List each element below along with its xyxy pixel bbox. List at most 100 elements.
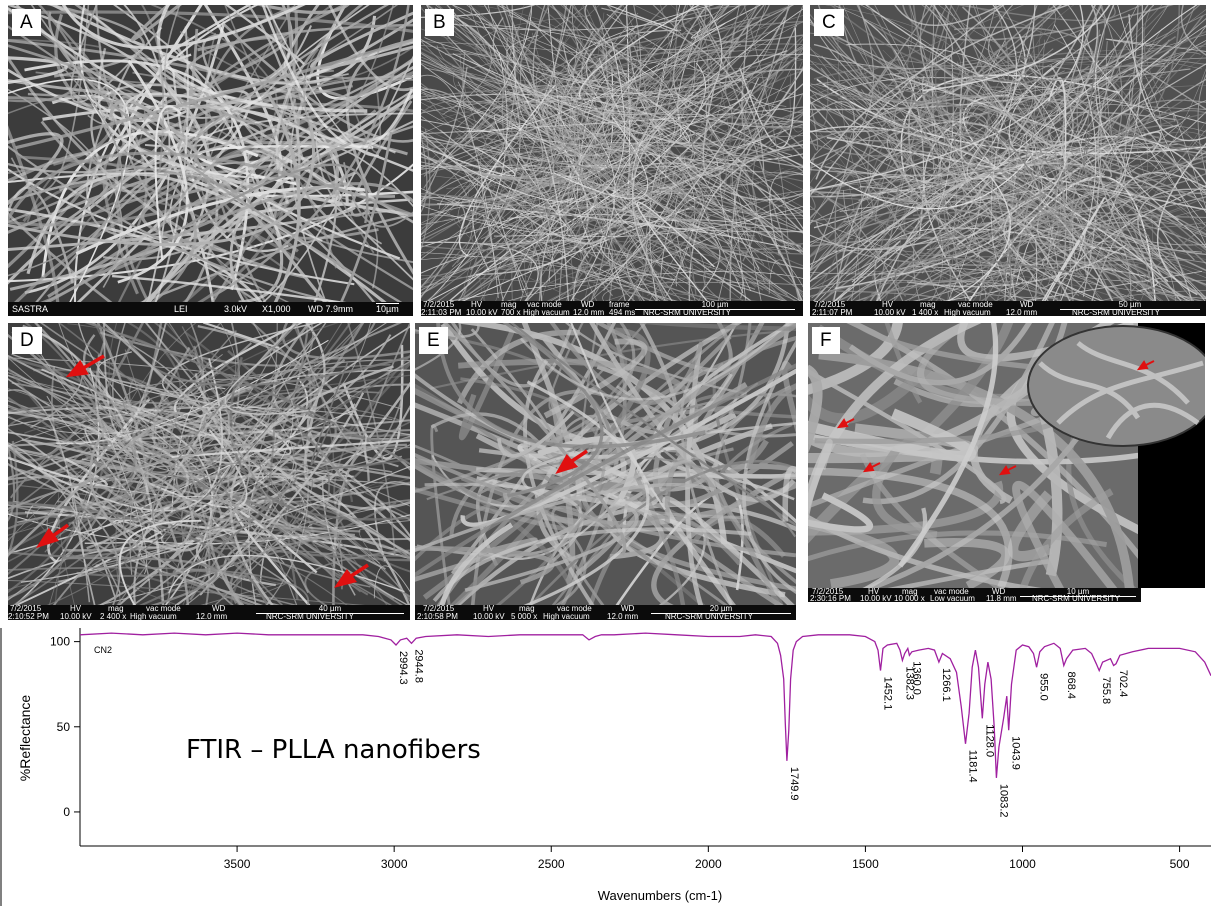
sem-fiber (149, 35, 287, 111)
sem-fiber (1073, 65, 1206, 153)
sem-fiber (8, 44, 256, 125)
sem-fiber (702, 67, 803, 177)
info-hv: 10.00 kV (860, 594, 892, 603)
sem-fiber (8, 442, 122, 594)
x-tick-label: 3000 (381, 857, 408, 871)
y-axis-label: %Reflectance (17, 695, 33, 782)
ftir-spectrum-line (79, 632, 1211, 778)
red-arrows-d (35, 354, 369, 588)
sem-fiber (8, 419, 410, 447)
sem-fiber (415, 452, 796, 558)
sem-fiber (578, 263, 655, 301)
sem-fiber (731, 5, 803, 195)
sem-fiber (861, 65, 952, 301)
sem-fiber (424, 13, 764, 291)
sem-fiber (1052, 5, 1206, 195)
sem-fiber (598, 57, 802, 247)
sem-fiber (8, 151, 413, 223)
sem-fiber (497, 410, 575, 458)
sem-fiber (8, 389, 91, 603)
y-ticks: 100 50 0 (50, 635, 80, 819)
sem-fiber (421, 56, 803, 298)
info-time: 2:11:03 PM (421, 308, 462, 316)
sem-fiber (629, 179, 803, 301)
peak-label: 868.4 (1065, 671, 1077, 699)
sem-fiber (421, 205, 803, 237)
sem-fiber (421, 59, 573, 137)
sem-fiber (247, 5, 301, 187)
sem-fiber (615, 5, 724, 197)
sem-fiber (504, 106, 693, 260)
sem-fiber (439, 42, 625, 203)
sem-fiber (173, 142, 340, 272)
peak-label: 2994.3 (397, 651, 409, 685)
sem-fiber (160, 435, 410, 548)
y-tick-label: 0 (63, 805, 70, 819)
sem-fiber (421, 41, 795, 96)
sem-fiber (843, 70, 1086, 262)
info-date: 7/2/2015 (814, 300, 846, 309)
sem-fiber (421, 86, 574, 163)
info-vac: High vacuum (543, 612, 590, 620)
peak-label: 1128.0 (983, 724, 995, 757)
sem-fiber (198, 369, 410, 460)
sem-fiber (660, 194, 803, 278)
sem-fiber (1128, 14, 1206, 142)
sem-fiber (1099, 290, 1206, 301)
sem-fiber (649, 132, 701, 301)
sem-fiber (1041, 197, 1106, 301)
sem-fiber (506, 160, 704, 301)
sem-fiber (706, 197, 803, 221)
sem-fiber (843, 190, 1059, 299)
info-scale-bar: 50 µm (1060, 300, 1200, 310)
sem-fiber (782, 466, 796, 522)
sem-fiber (8, 401, 331, 510)
sem-fiber (845, 187, 1009, 240)
sem-fiber (1197, 74, 1206, 176)
info-institution: NRC-SRM UNIVERSITY (1072, 308, 1161, 316)
sem-fiber (421, 5, 712, 175)
peak-label: 755.8 (1100, 677, 1112, 705)
sem-fiber (884, 323, 923, 404)
sem-fiber (810, 162, 860, 301)
sem-fiber (471, 65, 803, 207)
sem-fiber (31, 340, 280, 473)
sem-fiber (1111, 5, 1144, 196)
sem-fiber (179, 491, 356, 537)
sem-fiber (808, 433, 1138, 465)
sem-fiber (1104, 197, 1206, 299)
info-mag: 5 000 x (511, 612, 538, 620)
sem-fiber (421, 98, 540, 163)
sem-fiber (860, 89, 944, 301)
sem-fiber (421, 141, 474, 267)
sem-fiber (810, 160, 969, 257)
sem-fiber (871, 87, 1041, 295)
sem-fiber (652, 5, 733, 146)
sem-fiber (262, 55, 413, 302)
inset-fiber (1038, 361, 1141, 420)
sem-fiber (8, 388, 265, 533)
info-mag-label: mag (519, 604, 535, 613)
sem-fiber (267, 93, 301, 302)
peak-label: 1043.9 (1010, 736, 1022, 770)
sem-fiber (94, 374, 251, 605)
sem-fiber (365, 477, 410, 489)
sem-image-b (421, 5, 803, 301)
sem-fiber (492, 17, 803, 169)
sem-fiber (8, 55, 305, 279)
sem-fiber (8, 323, 163, 600)
sem-fiber (691, 46, 803, 158)
sem-fiber (73, 498, 121, 605)
info-institution: NRC-SRM UNIVERSITY (1032, 594, 1121, 603)
sem-fiber (952, 207, 1206, 279)
sem-fiber (8, 323, 237, 405)
sem-fiber (8, 122, 315, 247)
sem-fiber (421, 122, 628, 256)
sem-fiber (56, 414, 121, 505)
sem-fiber (810, 171, 862, 301)
peak-label: 1360.0 (910, 661, 922, 695)
sem-fiber (1001, 5, 1170, 301)
sem-fiber (108, 99, 327, 302)
sem-fiber (810, 5, 1105, 291)
sem-fiber (808, 518, 900, 588)
